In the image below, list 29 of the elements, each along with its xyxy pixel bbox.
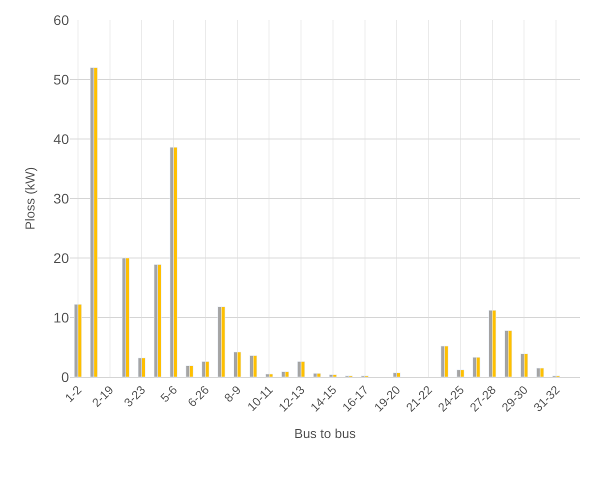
bar	[476, 357, 480, 377]
x-axis-title: Bus to bus	[294, 426, 356, 442]
y-tick-label: 0	[61, 368, 70, 385]
bar	[284, 371, 289, 377]
bar	[536, 368, 540, 377]
y-axis-title: Ploss (kW)	[22, 167, 38, 230]
y-tick-label: 30	[53, 190, 70, 206]
bar	[126, 258, 130, 377]
bar	[281, 371, 286, 377]
bar	[316, 373, 321, 377]
y-tick-label: 60	[53, 12, 70, 28]
y-tick-label: 40	[53, 130, 70, 147]
x-tick-label: 5-6	[158, 382, 180, 406]
x-tick-label: 8-9	[222, 382, 244, 406]
bar	[189, 365, 194, 377]
y-tick-label: 50	[53, 71, 70, 88]
x-tick-label: 6-26	[184, 382, 212, 410]
bar	[94, 67, 98, 377]
bar	[508, 330, 512, 377]
bar	[253, 355, 258, 377]
x-tick-label: 1-2	[62, 382, 85, 406]
bar	[157, 264, 162, 377]
bar	[444, 346, 448, 377]
bar	[221, 306, 226, 377]
bar	[540, 368, 544, 377]
y-tick-label: 20	[53, 250, 70, 266]
bar	[313, 373, 318, 377]
bar	[154, 264, 158, 377]
y-tick-label: 10	[53, 309, 70, 326]
